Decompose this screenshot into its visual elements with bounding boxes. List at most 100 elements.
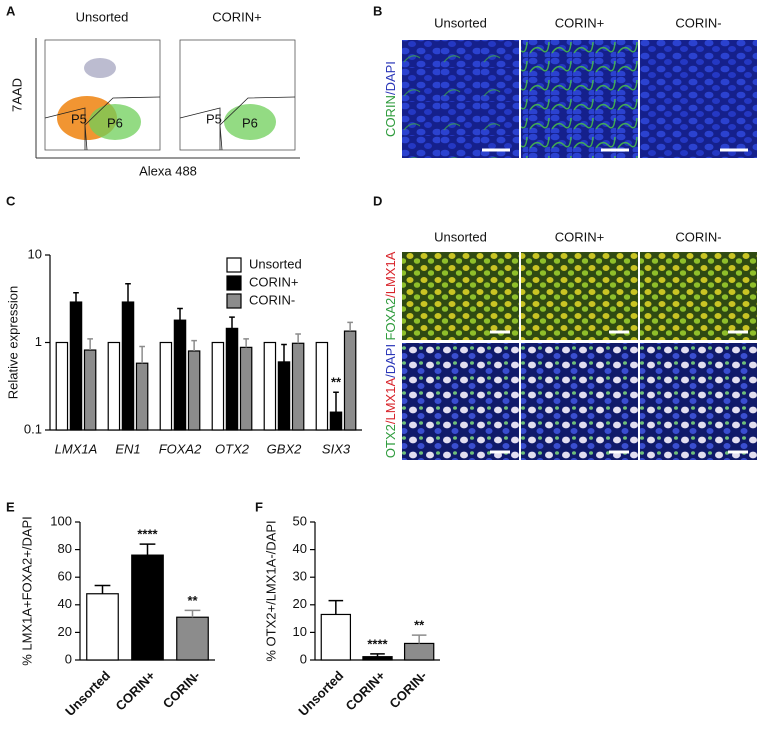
x-tick-label: OTX2 [215,441,250,456]
micrograph [521,343,638,460]
error-bar [94,584,111,594]
bar [277,361,291,431]
error-bar [295,333,301,344]
legend-label: Unsorted [249,256,302,271]
bar [263,341,277,431]
micrograph [402,252,519,340]
error-bar [177,307,183,321]
y-tick-label: 1 [35,334,42,349]
x-tick-label: CORIN- [386,668,429,711]
error-bar [411,634,427,644]
bar [107,341,121,431]
plot-frame [179,39,296,151]
y-tick-label: 100 [50,513,72,528]
x-tick-label: Unsorted [62,668,113,719]
y-axis-label: % OTX2+/LMX1A-/DAPI [263,520,278,661]
y-tick-label: 50 [293,513,307,528]
y-tick-label: 10 [293,624,307,639]
micrograph [402,40,519,158]
error-bar [139,543,156,556]
label-part: /LMX1A [383,251,398,298]
plot-title: CORIN+ [212,9,261,24]
micrograph [402,343,519,460]
bar [239,346,253,431]
x-tick-label: Unsorted [295,668,346,719]
significance: ** [187,593,198,608]
plot-title: Unsorted [76,9,129,24]
legend-label: CORIN- [249,292,295,307]
y-axis-label: % LMX1A+FOXA2+/DAPI [19,516,34,666]
error-bar [191,339,197,351]
row-label: FOXA2/LMX1A [383,251,398,340]
x-tick-label: EN1 [115,441,140,456]
bar [86,593,119,661]
legend-swatch [226,257,242,273]
error-bar [73,292,79,303]
bar [173,319,187,431]
y-tick-label: 0.1 [24,421,42,436]
micrograph [640,252,757,340]
gate [179,107,221,150]
population-cloud [84,58,116,78]
error-bar [243,338,249,348]
x-tick-label: CORIN- [160,668,203,711]
bar [121,301,135,431]
bar [83,349,97,431]
y-tick-label: 20 [58,624,72,639]
bar [329,411,343,431]
label-part: OTX2 [383,424,398,458]
gate-label: P5 [206,111,222,126]
error-bar [370,653,385,657]
significance: **** [367,636,388,651]
bar [211,341,225,431]
bar [362,656,393,661]
bar [135,362,149,431]
bar [176,616,209,661]
label-part: CORIN [383,95,398,137]
gate-label: P6 [242,115,258,130]
x-tick-label: SIX3 [322,441,351,456]
legend-swatch [226,275,242,291]
bar [187,350,201,431]
significance: ** [414,618,425,633]
error-bar [125,282,131,303]
bar [225,327,239,431]
micrograph [640,343,757,460]
error-bar [281,343,287,362]
bar [403,642,435,661]
panel-letter: B [373,3,382,18]
column-label: CORIN+ [555,229,604,244]
panel-letter: D [373,193,382,208]
bar [291,342,305,431]
bar [69,301,83,431]
y-tick-label: 10 [28,246,42,261]
significance: **** [137,527,158,542]
micrograph [521,252,638,340]
column-label: CORIN- [675,15,721,30]
panel-letter: C [6,193,16,208]
significance: ** [331,375,342,390]
bar [343,330,357,431]
column-label: CORIN+ [555,15,604,30]
y-tick-label: 30 [293,569,307,584]
y-tick-label: 40 [293,541,307,556]
column-label: Unsorted [434,15,487,30]
x-tick-label: GBX2 [267,441,302,456]
micrograph [640,40,757,158]
bar [131,554,164,661]
legend-swatch [226,293,242,309]
population-cloud [89,104,141,140]
gate [84,96,161,151]
y-axis-label: Relative expression [5,286,20,399]
panel-letter: A [6,3,16,18]
error-bar [229,316,235,329]
bar [159,341,173,431]
column-label: CORIN- [675,229,721,244]
bar [320,613,352,661]
panel-letter: F [255,499,263,514]
error-bar [347,321,353,332]
error-bar [139,345,145,364]
legend-label: CORIN+ [249,274,298,289]
row-label: CORIN/DAPI [383,61,398,137]
y-tick-label: 0 [65,651,72,666]
